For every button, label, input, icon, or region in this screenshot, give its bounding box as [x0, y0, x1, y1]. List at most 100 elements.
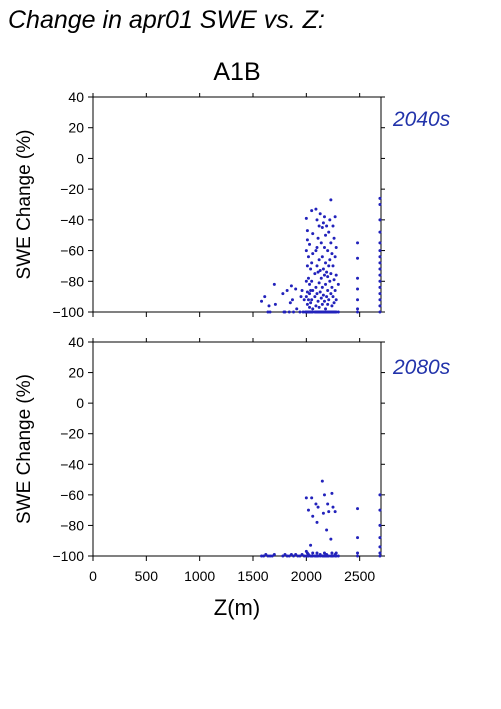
data-point: [356, 307, 360, 311]
data-point: [378, 218, 382, 222]
data-point: [308, 305, 312, 309]
data-point: [305, 238, 309, 242]
data-point: [311, 232, 315, 236]
data-point: [306, 554, 310, 558]
data-point: [320, 285, 324, 289]
y-axis-label: SWE Change (%): [14, 130, 35, 280]
data-point: [328, 279, 332, 283]
y-tick-label: −60: [60, 243, 84, 259]
data-point: [334, 551, 338, 555]
data-point: [325, 270, 329, 274]
data-point: [292, 310, 296, 314]
data-point: [288, 301, 292, 305]
data-point: [325, 295, 329, 299]
data-point: [301, 310, 305, 314]
data-point: [294, 287, 298, 291]
data-point: [314, 502, 318, 506]
panel-2080s: 40 20 0 −20 −40 −60 −80 −100 0 500 1000 1500 2000 250…: [14, 334, 451, 584]
data-point: [324, 282, 328, 286]
data-point: [324, 233, 328, 237]
data-point: [356, 551, 360, 555]
data-point: [306, 298, 310, 302]
y-tick-label: −60: [60, 487, 84, 503]
data-point: [308, 242, 312, 246]
data-point: [316, 505, 320, 509]
y-tick-label: 20: [68, 120, 84, 136]
data-point: [305, 290, 309, 294]
data-point: [328, 218, 332, 222]
data-point: [329, 272, 333, 276]
data-point: [333, 255, 337, 259]
data-point: [329, 241, 333, 245]
data-point: [268, 554, 272, 558]
data-point: [315, 292, 319, 296]
data-point: [311, 551, 315, 555]
data-point: [356, 276, 360, 280]
plot-frame: [92, 341, 382, 557]
y-tick-label: 40: [68, 89, 84, 105]
data-point: [332, 301, 336, 305]
data-point: [319, 276, 323, 280]
data-point: [330, 491, 334, 495]
data-point: [327, 554, 331, 558]
data-point: [329, 198, 333, 202]
data-point: [332, 236, 336, 240]
data-point: [329, 537, 333, 541]
data-point: [311, 554, 315, 558]
data-point: [292, 554, 296, 558]
x-tick-label: 500: [135, 568, 159, 584]
data-point: [320, 255, 324, 259]
data-point: [281, 292, 285, 296]
data-point: [318, 290, 322, 294]
data-point: [331, 295, 335, 299]
y-tick-label: −100: [52, 548, 84, 564]
data-point: [302, 298, 306, 302]
data-point: [331, 264, 335, 268]
data-point: [289, 284, 293, 288]
data-point: [310, 261, 314, 265]
data-point: [285, 289, 289, 292]
panel-2040s: 40 20 0 −20 −40 −60 −80 −100 SWE Change (%) 2040s: [14, 89, 451, 320]
data-point: [310, 496, 314, 500]
y-tick-label: −40: [60, 456, 84, 472]
data-point: [281, 554, 285, 558]
x-tick-label: 1000: [184, 568, 215, 584]
data-point: [316, 299, 320, 303]
data-point: [333, 215, 337, 219]
data-point: [378, 493, 382, 497]
data-point: [327, 230, 331, 234]
data-point: [315, 246, 319, 249]
data-point: [321, 511, 325, 515]
plot-frame: [92, 96, 382, 313]
data-point: [328, 258, 332, 262]
data-point: [285, 554, 289, 558]
y-tick-label: 0: [76, 150, 84, 166]
data-point: [305, 264, 309, 268]
data-point: [263, 295, 267, 299]
data-point: [333, 289, 337, 292]
data-point: [334, 298, 338, 302]
data-point: [304, 496, 308, 500]
data-point: [268, 310, 272, 314]
data-point: [314, 207, 318, 211]
data-point: [329, 292, 333, 296]
data-point: [305, 302, 309, 306]
data-point: [289, 552, 293, 556]
data-point: [327, 510, 331, 514]
data-point: [378, 230, 382, 234]
data-point: [378, 279, 382, 283]
y-axis-label: SWE Change (%): [14, 374, 35, 524]
data-point: [356, 507, 360, 511]
data-point: [331, 224, 335, 228]
y-tick-label: 0: [76, 395, 84, 411]
data-point: [322, 299, 326, 303]
data-point: [315, 218, 319, 222]
data-point: [266, 310, 270, 314]
data-point: [326, 275, 330, 279]
data-point: [378, 554, 382, 558]
data-point: [309, 543, 313, 547]
data-point: [320, 226, 324, 230]
data-point: [378, 536, 382, 540]
data-point: [290, 298, 294, 302]
